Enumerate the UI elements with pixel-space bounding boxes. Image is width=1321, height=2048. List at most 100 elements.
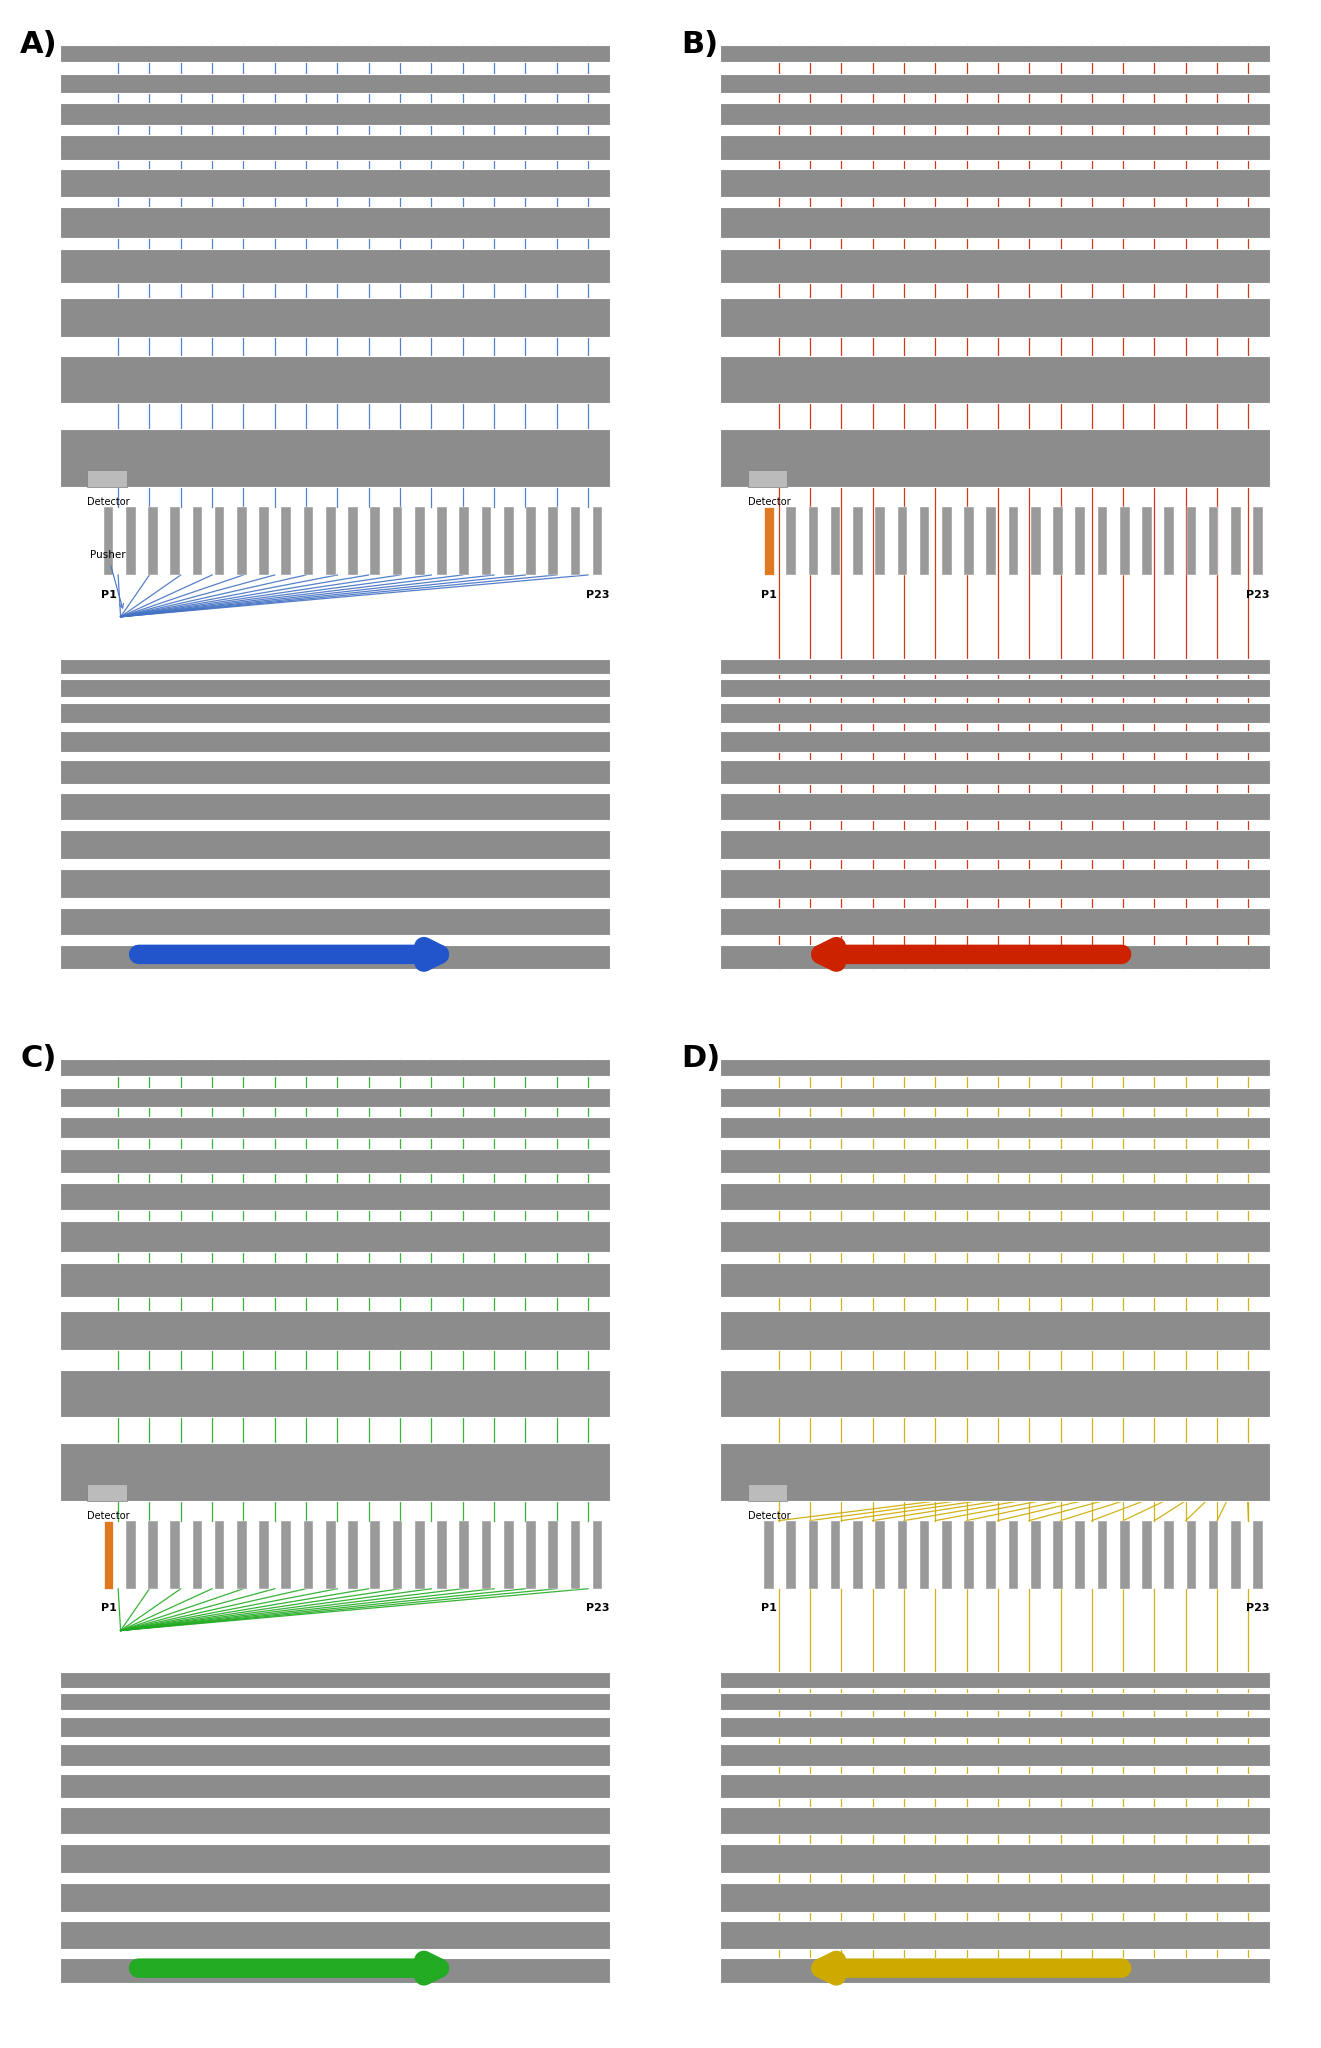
Bar — [349, 1520, 358, 1589]
Bar — [571, 1520, 580, 1589]
Bar — [460, 508, 469, 575]
Bar — [1164, 508, 1174, 575]
Bar — [720, 659, 1271, 674]
Bar — [87, 1483, 127, 1501]
Bar — [59, 1059, 610, 1075]
Bar — [59, 907, 610, 934]
Bar — [59, 1184, 610, 1210]
Bar — [236, 508, 247, 575]
Bar — [503, 1520, 514, 1589]
Bar — [987, 1520, 996, 1589]
Bar — [193, 508, 202, 575]
Bar — [808, 1520, 818, 1589]
Text: P23: P23 — [1247, 1604, 1269, 1614]
Bar — [964, 1520, 974, 1589]
Bar — [720, 680, 1271, 696]
Text: P1: P1 — [761, 590, 777, 600]
Bar — [1254, 508, 1263, 575]
Bar — [59, 207, 610, 238]
Bar — [720, 907, 1271, 934]
Bar — [59, 1442, 610, 1501]
Text: P1: P1 — [761, 1604, 777, 1614]
Bar — [987, 508, 996, 575]
Bar — [720, 102, 1271, 125]
Bar — [415, 508, 424, 575]
Bar — [1209, 508, 1218, 575]
Text: C): C) — [20, 1044, 57, 1073]
Text: D): D) — [680, 1044, 720, 1073]
Bar — [720, 1745, 1271, 1765]
Bar — [1098, 508, 1107, 575]
Bar — [720, 1716, 1271, 1737]
Bar — [215, 1520, 225, 1589]
Bar — [59, 1673, 610, 1688]
Bar — [392, 1520, 403, 1589]
Bar — [720, 1673, 1271, 1688]
Bar — [1075, 1520, 1085, 1589]
Bar — [720, 1370, 1271, 1417]
Bar — [326, 508, 336, 575]
Bar — [392, 508, 403, 575]
Text: Detector: Detector — [748, 1511, 790, 1522]
Bar — [720, 1774, 1271, 1798]
Bar — [460, 1520, 469, 1589]
Bar — [59, 135, 610, 160]
Bar — [59, 102, 610, 125]
Bar — [876, 1520, 885, 1589]
Bar — [59, 659, 610, 674]
Text: P1: P1 — [100, 590, 116, 600]
Bar — [503, 508, 514, 575]
Bar — [59, 1882, 610, 1911]
Bar — [720, 207, 1271, 238]
Bar — [59, 1149, 610, 1174]
Bar — [59, 868, 610, 897]
Bar — [103, 1520, 114, 1589]
Bar — [897, 1520, 908, 1589]
Bar — [1075, 508, 1085, 575]
Bar — [103, 508, 114, 575]
Bar — [593, 508, 602, 575]
Bar — [720, 1116, 1271, 1139]
Bar — [876, 508, 885, 575]
Bar — [853, 1520, 863, 1589]
Bar — [59, 680, 610, 696]
Bar — [326, 1520, 336, 1589]
Bar — [720, 944, 1271, 969]
Bar — [59, 356, 610, 403]
Bar — [59, 1221, 610, 1251]
Bar — [897, 508, 908, 575]
Bar — [59, 1694, 610, 1710]
Bar — [1231, 508, 1240, 575]
Text: P23: P23 — [1247, 590, 1269, 600]
Bar — [59, 250, 610, 283]
Bar — [786, 1520, 797, 1589]
Bar — [170, 1520, 180, 1589]
Bar — [304, 1520, 313, 1589]
Bar — [720, 829, 1271, 858]
Bar — [942, 1520, 951, 1589]
Bar — [281, 1520, 291, 1589]
Bar — [125, 1520, 136, 1589]
Bar — [170, 508, 180, 575]
Bar — [720, 1843, 1271, 1872]
Bar — [304, 508, 313, 575]
Bar — [720, 793, 1271, 819]
Bar — [720, 170, 1271, 197]
Bar — [720, 868, 1271, 897]
Bar — [720, 1221, 1271, 1251]
Bar — [1254, 1520, 1263, 1589]
Bar — [59, 45, 610, 61]
Bar — [1030, 1520, 1041, 1589]
Bar — [720, 1882, 1271, 1911]
Bar — [59, 74, 610, 94]
Bar — [59, 1806, 610, 1833]
Text: P23: P23 — [587, 1604, 609, 1614]
Text: Detector: Detector — [87, 498, 129, 508]
Bar — [59, 1958, 610, 1982]
Bar — [720, 1311, 1271, 1350]
Bar — [720, 45, 1271, 61]
Bar — [720, 702, 1271, 723]
Bar — [720, 430, 1271, 487]
Bar — [720, 1184, 1271, 1210]
Bar — [415, 1520, 424, 1589]
